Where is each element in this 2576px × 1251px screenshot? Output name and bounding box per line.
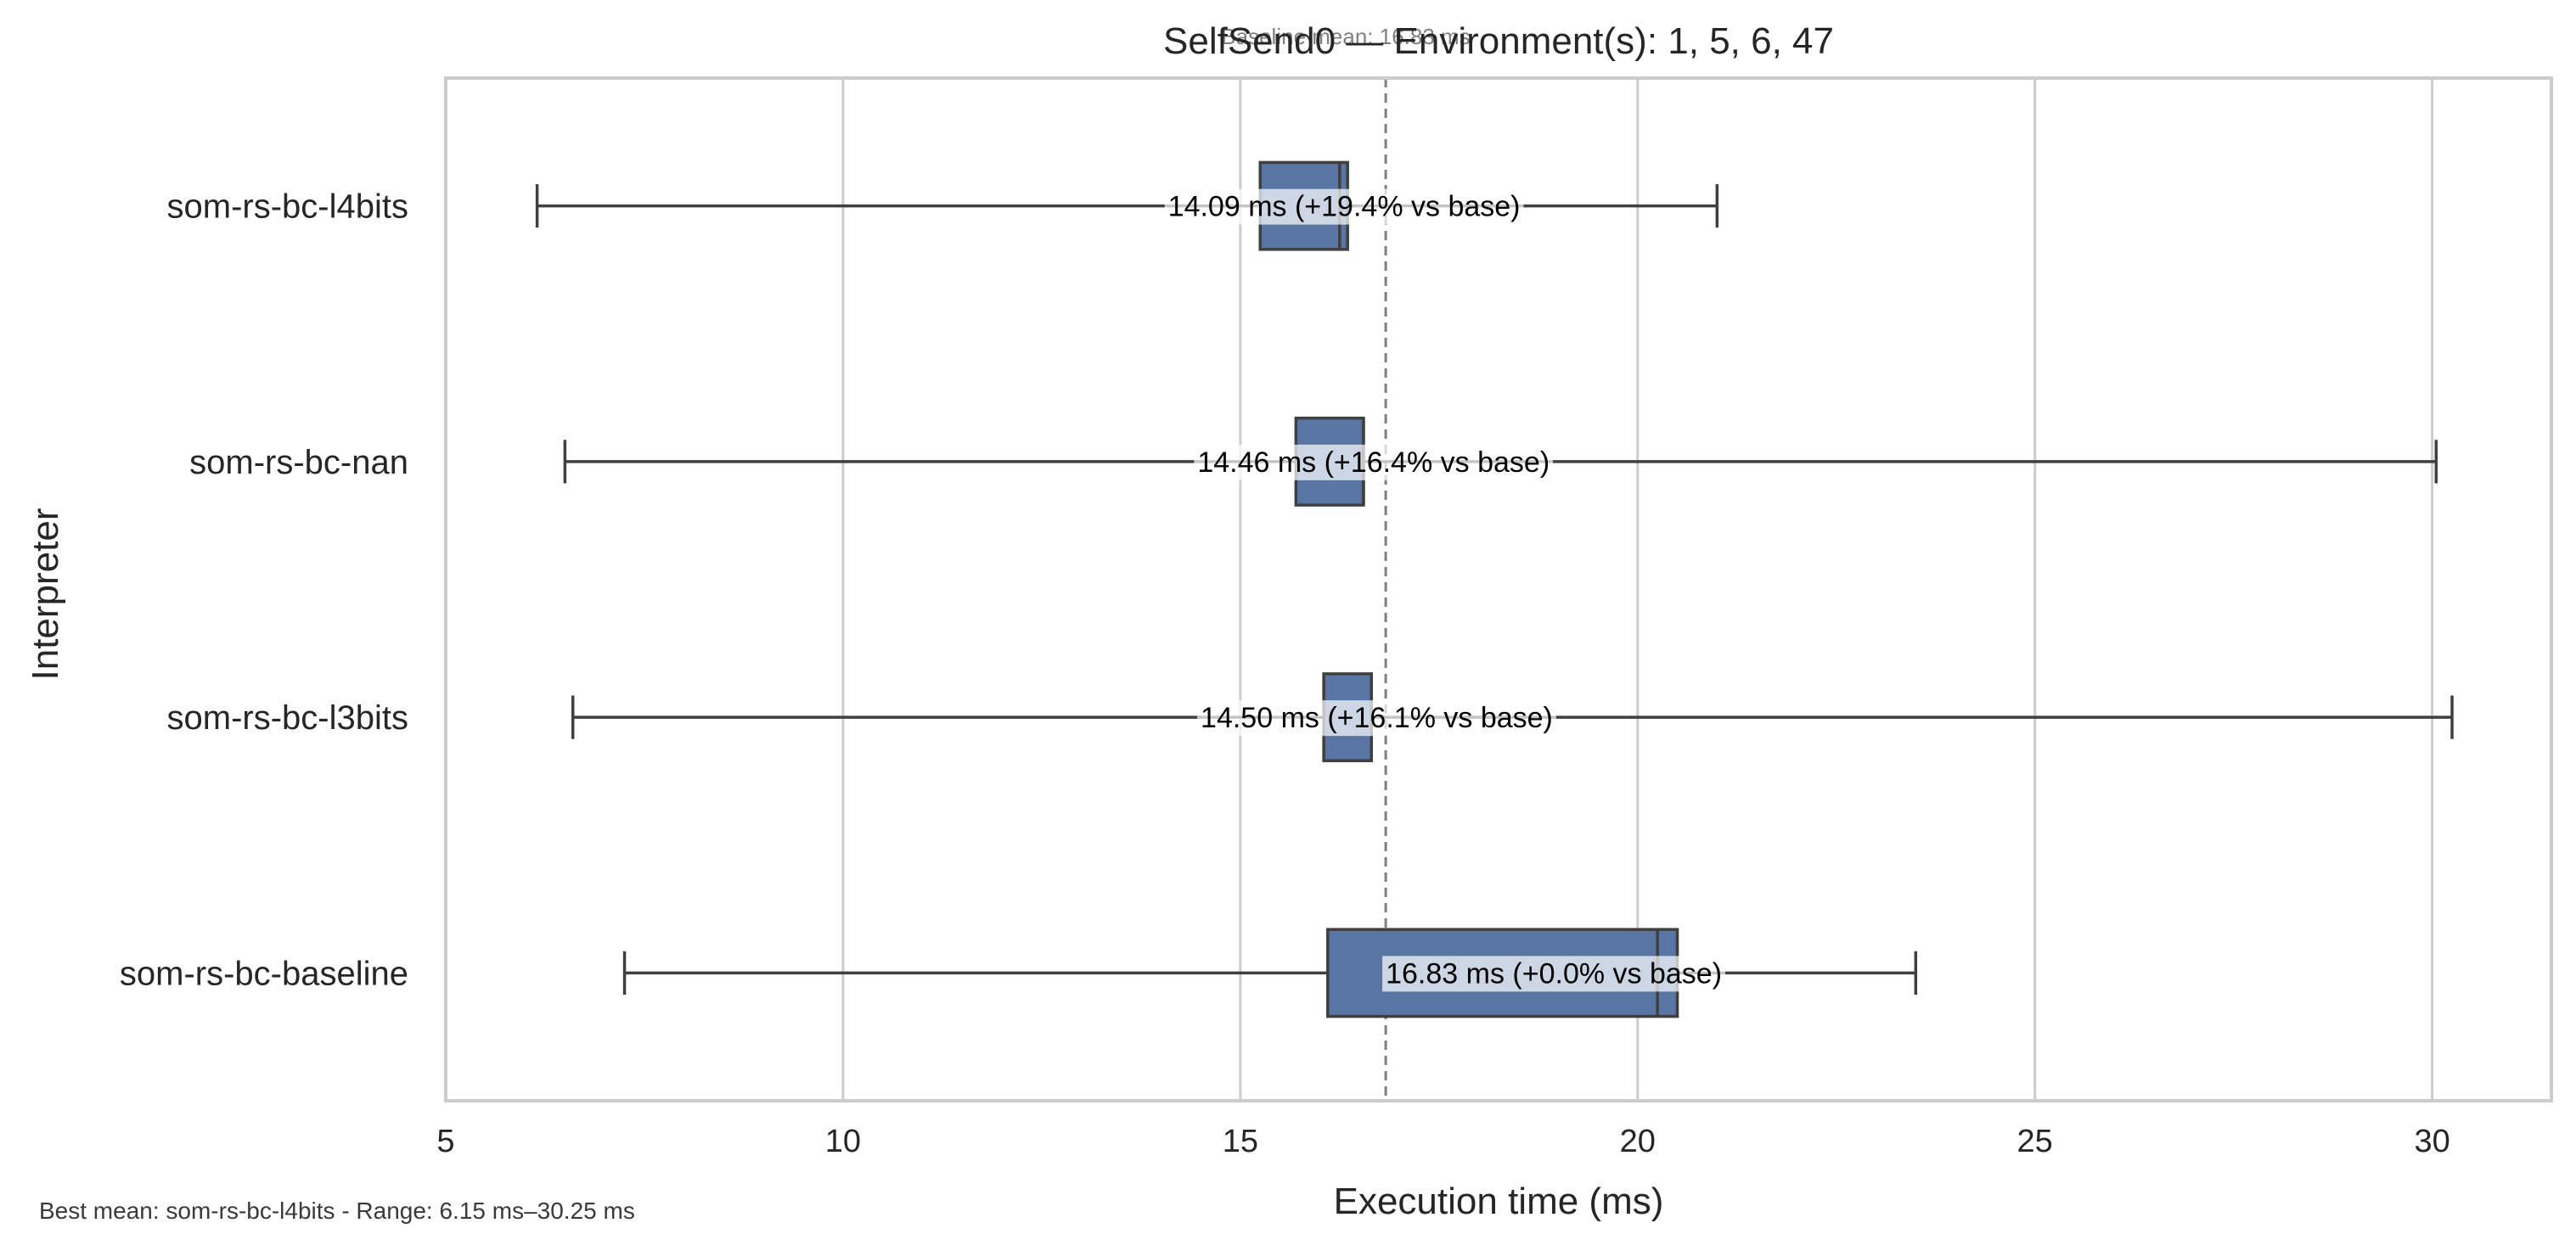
x-axis-label: Execution time (ms) (1334, 1181, 1664, 1222)
plot-frame (444, 76, 2553, 1102)
annotation-som-rs-bc-l4bits: 14.09 ms (+19.4% vs base) (1164, 188, 1524, 225)
annotation-som-rs-bc-baseline: 16.83 ms (+0.0% vs base) (1382, 956, 1726, 992)
y-tick-label-som-rs-bc-baseline: som-rs-bc-baseline (120, 955, 408, 992)
annotation-text: 14.46 ms (+16.4% vs base) (1197, 446, 1550, 479)
box-som-rs-bc-l4bits (535, 160, 1719, 251)
annotation-som-rs-bc-nan: 14.46 ms (+16.4% vs base) (1194, 444, 1554, 480)
y-tick-label-som-rs-bc-l4bits: som-rs-bc-l4bits (167, 188, 408, 226)
x-tick-label-15: 15 (1223, 1124, 1258, 1159)
annotation-text: 14.09 ms (+19.4% vs base) (1168, 191, 1521, 223)
x-tick-label-20: 20 (1620, 1124, 1656, 1159)
annotation-background (1194, 444, 1554, 480)
x-tick-label-10: 10 (825, 1124, 861, 1159)
footnote: Best mean: som-rs-bc-l4bits - Range: 6.1… (39, 1198, 635, 1224)
y-axis-label: Interpreter (25, 508, 66, 681)
annotation-text: 16.83 ms (+0.0% vs base) (1386, 957, 1722, 990)
annotation-som-rs-bc-l3bits: 14.50 ms (+16.1% vs base) (1197, 700, 1556, 737)
axes-layer: 5 10 15 20 25 30 som-rs-bc-l4bits som-rs-bc-nan… (120, 76, 2553, 1159)
annotation-background (1164, 188, 1524, 225)
x-tick-label-30: 30 (2414, 1124, 2449, 1159)
y-tick-label-som-rs-bc-l3bits: som-rs-bc-l3bits (167, 699, 408, 737)
x-tick-label-5: 5 (436, 1124, 454, 1159)
x-tick-label-25: 25 (2017, 1124, 2053, 1159)
annotation-background (1382, 956, 1726, 992)
chart-subtitle: Baseline mean: 16.83 ms (1221, 24, 1470, 49)
boxes-layer (535, 160, 2454, 1018)
annotation-background (1197, 700, 1556, 737)
annotations-layer: 14.09 ms (+19.4% vs base) 14.46 ms (+16.4… (1164, 188, 1726, 992)
annotation-text: 14.50 ms (+16.1% vs base) (1201, 702, 1553, 734)
y-tick-label-som-rs-bc-nan: som-rs-bc-nan (189, 444, 408, 481)
chart-title: SelfSend0 — Environment(s): 1, 5, 6, 47 (1163, 20, 1834, 62)
